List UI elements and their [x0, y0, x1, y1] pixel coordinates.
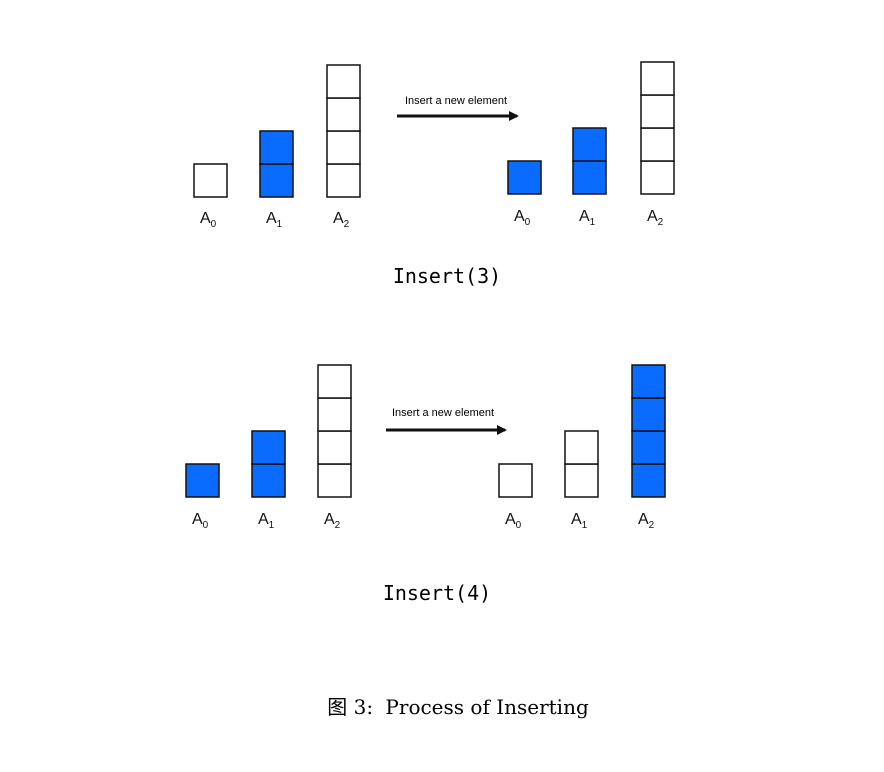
empty-cell: [564, 463, 599, 498]
array-a2: A2: [631, 364, 666, 531]
panel-caption: Insert(3): [393, 264, 501, 288]
empty-cell: [193, 163, 228, 198]
panel-caption: Insert(4): [383, 581, 491, 605]
empty-cell: [640, 61, 675, 96]
empty-cell: [564, 430, 599, 465]
empty-cell: [326, 130, 361, 165]
empty-cell: [326, 64, 361, 99]
filled-cell: [251, 463, 286, 498]
array-a2: A2: [317, 364, 352, 531]
insert-arrow: Insert a new element: [386, 407, 507, 435]
panel-insert-3: A0 A1 A2 Insert a new element A0 A1 A2 Inser…: [193, 61, 675, 288]
filled-cell: [251, 430, 286, 465]
array-label: A0: [514, 208, 531, 228]
array-label: A2: [638, 511, 655, 531]
filled-cell: [631, 397, 666, 432]
insert-arrow: Insert a new element: [397, 95, 519, 121]
filled-cell: [631, 430, 666, 465]
filled-cell: [572, 127, 607, 162]
filled-cell: [507, 160, 542, 195]
empty-cell: [640, 127, 675, 162]
array-a0: A0: [507, 160, 542, 228]
empty-cell: [317, 397, 352, 432]
figure-caption-text: Process of Inserting: [385, 695, 589, 719]
array-a1: A1: [251, 430, 286, 531]
array-label: A0: [192, 511, 209, 531]
array-label: A1: [266, 210, 283, 230]
empty-cell: [317, 364, 352, 399]
panel-insert-4: A0 A1 A2 Insert a new element A0 A1 A2 Inser…: [185, 364, 666, 605]
empty-cell: [498, 463, 533, 498]
array-label: A1: [571, 511, 588, 531]
array-a1: A1: [259, 130, 294, 230]
arrow-label: Insert a new element: [392, 407, 494, 419]
arrow-label: Insert a new element: [405, 95, 507, 107]
figure-caption: 图 3: Process of Inserting: [327, 695, 589, 719]
empty-cell: [317, 430, 352, 465]
array-label: A2: [324, 511, 341, 531]
filled-cell: [259, 130, 294, 165]
array-a1: A1: [564, 430, 599, 531]
array-label: A2: [647, 208, 664, 228]
filled-cell: [631, 364, 666, 399]
before-arrays: A0 A1 A2: [185, 364, 352, 531]
array-label: A2: [333, 210, 350, 230]
array-a2: A2: [640, 61, 675, 228]
empty-cell: [326, 97, 361, 132]
empty-cell: [326, 163, 361, 198]
array-label: A0: [200, 210, 217, 230]
after-arrays: A0 A1 A2: [498, 364, 666, 531]
array-a2: A2: [326, 64, 361, 230]
after-arrays: A0 A1 A2: [507, 61, 675, 228]
array-label: A1: [258, 511, 275, 531]
array-a1: A1: [572, 127, 607, 228]
array-label: A0: [505, 511, 522, 531]
array-label: A1: [579, 208, 596, 228]
array-a0: A0: [498, 463, 533, 531]
before-arrays: A0 A1 A2: [193, 64, 361, 230]
empty-cell: [640, 160, 675, 195]
filled-cell: [259, 163, 294, 198]
figure-caption-prefix: 图 3:: [327, 695, 373, 719]
filled-cell: [572, 160, 607, 195]
array-a0: A0: [185, 463, 220, 531]
filled-cell: [631, 463, 666, 498]
empty-cell: [317, 463, 352, 498]
filled-cell: [185, 463, 220, 498]
array-a0: A0: [193, 163, 228, 230]
empty-cell: [640, 94, 675, 129]
